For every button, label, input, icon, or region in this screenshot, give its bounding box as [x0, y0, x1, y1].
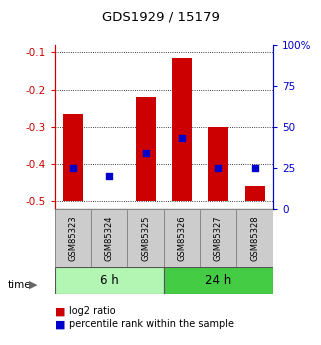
Text: ■: ■ — [55, 319, 65, 329]
Bar — [164, 209, 200, 267]
Text: percentile rank within the sample: percentile rank within the sample — [69, 319, 234, 329]
Text: GSM85325: GSM85325 — [141, 215, 150, 261]
Bar — [164, 267, 273, 294]
Point — [107, 173, 112, 179]
Bar — [55, 209, 91, 267]
Bar — [127, 209, 164, 267]
Point — [216, 165, 221, 170]
Point — [70, 165, 75, 170]
Text: GSM85327: GSM85327 — [214, 215, 223, 261]
Text: GSM85328: GSM85328 — [250, 215, 259, 261]
Point — [252, 165, 257, 170]
Point — [143, 150, 148, 156]
Text: 6 h: 6 h — [100, 274, 118, 287]
Text: ▶: ▶ — [30, 280, 38, 290]
Text: time: time — [8, 280, 32, 289]
Bar — [200, 209, 237, 267]
Text: log2 ratio: log2 ratio — [69, 306, 116, 316]
Bar — [172, 58, 192, 201]
Bar — [208, 127, 228, 201]
Text: GSM85326: GSM85326 — [178, 215, 187, 261]
Bar — [55, 267, 164, 294]
Point — [179, 136, 185, 141]
Bar — [63, 114, 83, 201]
Text: GSM85324: GSM85324 — [105, 215, 114, 261]
Bar — [245, 186, 265, 201]
Text: ■: ■ — [55, 306, 65, 316]
Text: 24 h: 24 h — [205, 274, 231, 287]
Text: GSM85323: GSM85323 — [68, 215, 77, 261]
Text: GDS1929 / 15179: GDS1929 / 15179 — [101, 10, 220, 23]
Bar — [237, 209, 273, 267]
Bar — [91, 209, 127, 267]
Bar — [135, 97, 156, 201]
